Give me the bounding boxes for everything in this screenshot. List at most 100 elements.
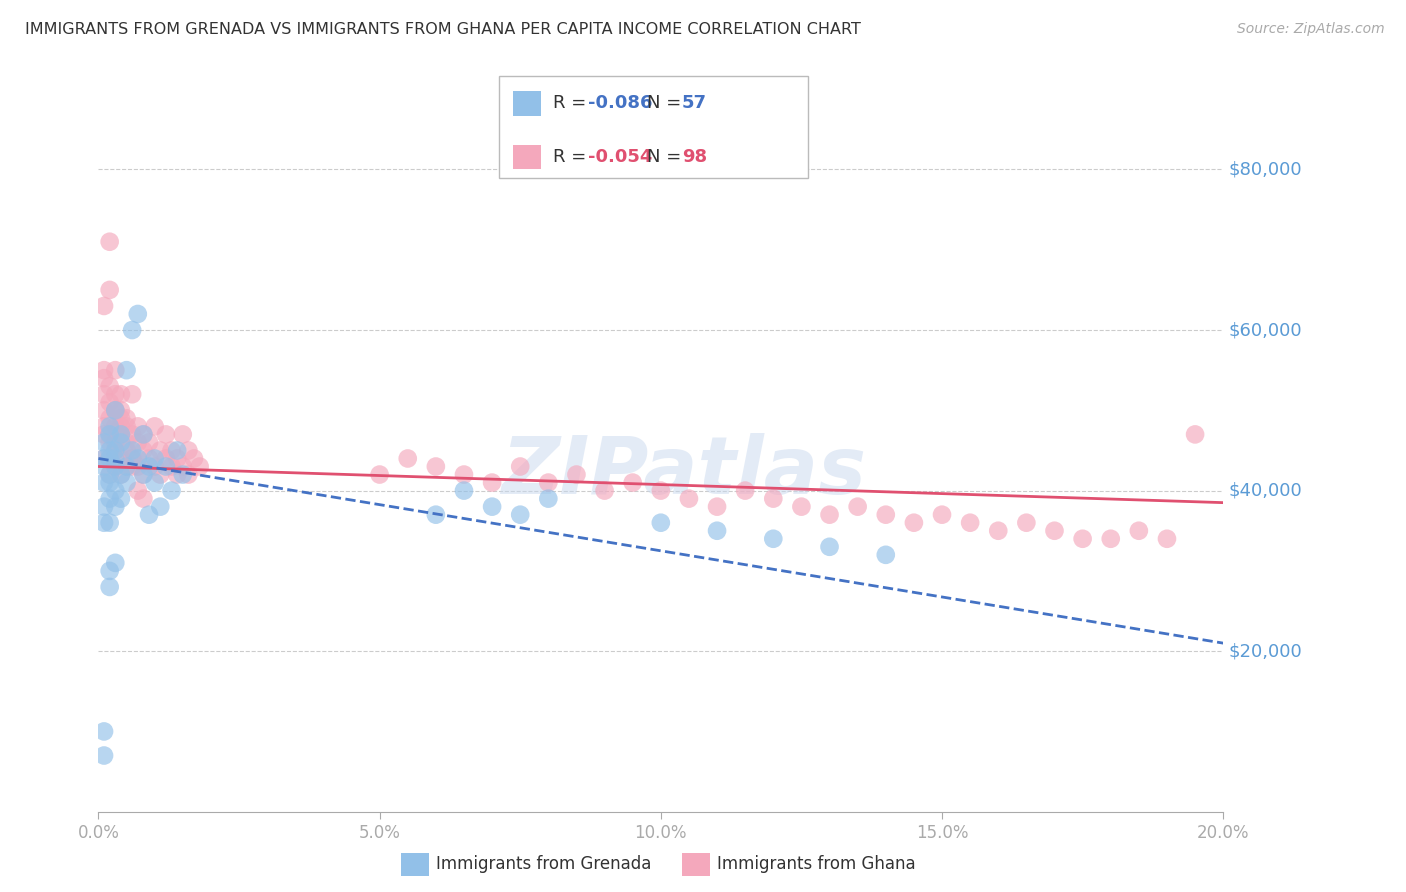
Point: [166, 451, 188, 466]
Point: [481, 500, 503, 514]
Point: [425, 508, 447, 522]
Point: [93, 363, 115, 377]
Point: [121, 451, 143, 466]
Text: ZIPatlas: ZIPatlas: [501, 434, 866, 511]
Point: [143, 451, 166, 466]
Text: R =: R =: [553, 95, 592, 112]
Text: -0.086: -0.086: [588, 95, 652, 112]
Point: [98, 427, 121, 442]
Point: [706, 500, 728, 514]
Point: [132, 427, 155, 442]
Point: [110, 491, 132, 506]
Point: [132, 427, 155, 442]
Point: [121, 323, 143, 337]
Point: [104, 387, 127, 401]
Point: [98, 435, 121, 450]
Point: [1071, 532, 1094, 546]
Point: [104, 443, 127, 458]
Point: [115, 419, 138, 434]
Point: [104, 443, 127, 458]
Point: [121, 459, 143, 474]
Point: [143, 475, 166, 490]
Point: [959, 516, 981, 530]
Point: [104, 435, 127, 450]
Point: [93, 387, 115, 401]
Point: [138, 459, 160, 474]
Text: Immigrants from Grenada: Immigrants from Grenada: [436, 855, 651, 873]
Point: [650, 516, 672, 530]
Point: [98, 443, 121, 458]
Point: [127, 459, 149, 474]
Point: [98, 283, 121, 297]
Text: 98: 98: [682, 148, 707, 166]
Point: [104, 459, 127, 474]
Point: [98, 379, 121, 393]
Point: [160, 443, 183, 458]
Point: [149, 467, 172, 482]
Point: [818, 508, 841, 522]
Point: [127, 419, 149, 434]
Point: [98, 419, 121, 434]
Point: [593, 483, 616, 498]
Point: [509, 508, 531, 522]
Point: [93, 427, 115, 442]
Point: [132, 467, 155, 482]
Point: [143, 419, 166, 434]
Point: [537, 491, 560, 506]
Point: [93, 459, 115, 474]
Point: [93, 475, 115, 490]
Point: [98, 235, 121, 249]
Point: [115, 443, 138, 458]
Point: [93, 516, 115, 530]
Point: [396, 451, 419, 466]
Point: [903, 516, 925, 530]
Point: [1015, 516, 1038, 530]
Point: [509, 459, 531, 474]
Point: [93, 435, 115, 450]
Point: [127, 483, 149, 498]
Point: [93, 451, 115, 466]
Point: [121, 387, 143, 401]
Point: [98, 411, 121, 425]
Point: [132, 467, 155, 482]
Point: [678, 491, 700, 506]
Point: [104, 403, 127, 417]
Point: [1184, 427, 1206, 442]
Point: [98, 467, 121, 482]
Point: [188, 459, 211, 474]
Text: N =: N =: [647, 95, 686, 112]
Point: [110, 387, 132, 401]
Point: [1156, 532, 1178, 546]
Text: R =: R =: [553, 148, 592, 166]
Point: [104, 419, 127, 434]
Point: [115, 459, 138, 474]
Point: [93, 500, 115, 514]
Point: [110, 467, 132, 482]
Point: [127, 451, 149, 466]
Point: [177, 443, 200, 458]
Point: [127, 307, 149, 321]
Point: [166, 443, 188, 458]
Point: [177, 467, 200, 482]
Point: [93, 451, 115, 466]
Point: [110, 427, 132, 442]
Point: [93, 371, 115, 385]
Point: [115, 475, 138, 490]
Point: [172, 467, 194, 482]
Point: [104, 556, 127, 570]
Point: [98, 580, 121, 594]
Point: [931, 508, 953, 522]
Point: [166, 467, 188, 482]
Point: [98, 451, 121, 466]
Point: [98, 564, 121, 578]
Text: Immigrants from Ghana: Immigrants from Ghana: [717, 855, 915, 873]
Point: [453, 467, 475, 482]
Point: [98, 475, 121, 490]
Point: [121, 443, 143, 458]
Point: [104, 459, 127, 474]
Point: [143, 459, 166, 474]
Point: [138, 435, 160, 450]
Point: [104, 500, 127, 514]
Point: [98, 395, 121, 409]
Point: [172, 459, 194, 474]
